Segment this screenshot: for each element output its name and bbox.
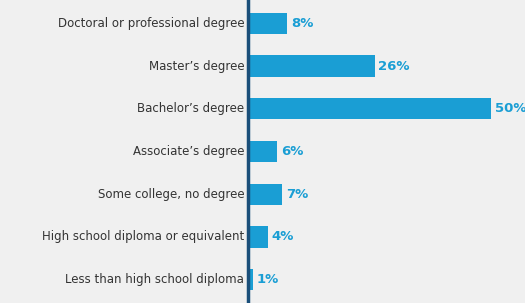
Text: 7%: 7% bbox=[286, 188, 308, 201]
Text: Doctoral or professional degree: Doctoral or professional degree bbox=[58, 17, 244, 30]
Bar bbox=[248, 98, 491, 119]
Text: Master’s degree: Master’s degree bbox=[149, 60, 244, 73]
Bar bbox=[248, 13, 287, 34]
Text: 8%: 8% bbox=[291, 17, 313, 30]
Text: Bachelor’s degree: Bachelor’s degree bbox=[137, 102, 244, 115]
Text: 4%: 4% bbox=[271, 230, 294, 243]
Bar bbox=[248, 141, 277, 162]
Text: 50%: 50% bbox=[495, 102, 525, 115]
Text: Associate’s degree: Associate’s degree bbox=[133, 145, 244, 158]
Text: Some college, no degree: Some college, no degree bbox=[98, 188, 244, 201]
Bar bbox=[248, 269, 253, 290]
Text: 26%: 26% bbox=[379, 60, 410, 73]
Bar bbox=[248, 55, 374, 77]
Bar bbox=[248, 226, 268, 248]
Bar bbox=[248, 184, 282, 205]
Text: 6%: 6% bbox=[281, 145, 303, 158]
Text: 1%: 1% bbox=[257, 273, 279, 286]
Text: Less than high school diploma: Less than high school diploma bbox=[66, 273, 244, 286]
Text: High school diploma or equivalent: High school diploma or equivalent bbox=[42, 230, 244, 243]
